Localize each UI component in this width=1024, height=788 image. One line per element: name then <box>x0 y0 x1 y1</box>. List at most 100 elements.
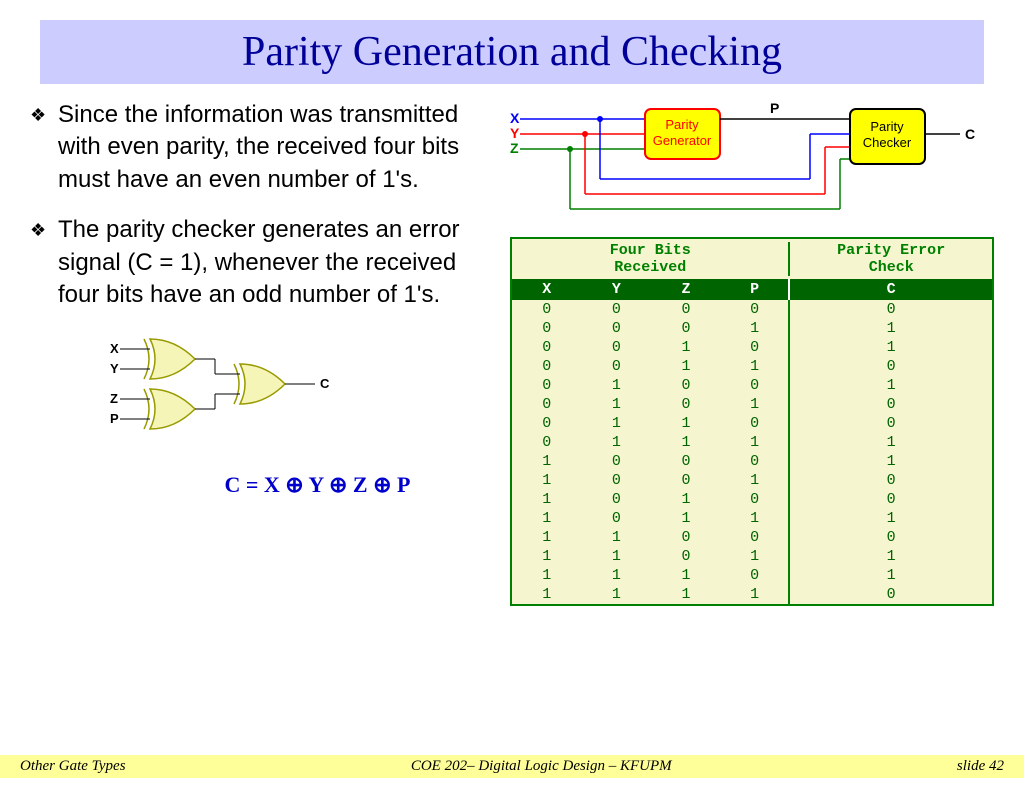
tt-cell: 1 <box>651 566 721 585</box>
footer-right: slide 42 <box>957 758 1004 775</box>
svg-text:Parity: Parity <box>870 119 904 134</box>
tt-cell: 0 <box>582 357 652 376</box>
tt-cell: 1 <box>582 414 652 433</box>
tt-cell: 0 <box>582 300 652 319</box>
tt-cell: 1 <box>721 433 791 452</box>
svg-text:P: P <box>770 100 779 116</box>
tt-cell: 0 <box>651 300 721 319</box>
tt-cell: 0 <box>721 376 791 395</box>
tt-header-right: Parity ErrorCheck <box>790 242 992 276</box>
tt-cell: 1 <box>721 585 791 604</box>
tt-cell: 0 <box>651 547 721 566</box>
tt-cell: 0 <box>582 319 652 338</box>
tt-cell: 1 <box>582 395 652 414</box>
table-row: 01111 <box>512 433 992 452</box>
tt-col-x: X <box>512 279 582 300</box>
tt-cell: 1 <box>512 509 582 528</box>
tt-cell: 1 <box>790 338 992 357</box>
left-column: ❖ Since the information was transmitted … <box>30 99 510 606</box>
table-row: 10100 <box>512 490 992 509</box>
svg-text:P: P <box>110 411 119 426</box>
right-column: X Y Z Parity Generator P <box>510 99 994 606</box>
table-row: 11000 <box>512 528 992 547</box>
tt-header-group: Four BitsReceived Parity ErrorCheck <box>512 239 992 279</box>
bullet-icon: ❖ <box>30 214 58 311</box>
tt-cell: 1 <box>721 395 791 414</box>
tt-cell: 0 <box>512 319 582 338</box>
tt-cell: 0 <box>582 338 652 357</box>
tt-cell: 1 <box>582 376 652 395</box>
tt-cell: 0 <box>790 585 992 604</box>
tt-col-z: Z <box>651 279 721 300</box>
svg-text:Generator: Generator <box>653 133 712 148</box>
tt-cell: 0 <box>512 300 582 319</box>
tt-cell: 0 <box>582 509 652 528</box>
tt-cell: 1 <box>582 433 652 452</box>
tt-cell: 1 <box>582 566 652 585</box>
tt-cell: 1 <box>651 338 721 357</box>
tt-header-left-line: Four BitsReceived <box>512 242 788 276</box>
svg-text:C: C <box>320 376 330 391</box>
svg-text:X: X <box>510 110 520 126</box>
tt-cell: 0 <box>721 300 791 319</box>
tt-cell: 0 <box>512 433 582 452</box>
tt-cell: 0 <box>721 528 791 547</box>
tt-cell: 1 <box>651 414 721 433</box>
footer-bar: Other Gate Types COE 202– Digital Logic … <box>0 755 1024 778</box>
svg-text:C: C <box>965 126 975 142</box>
tt-cell: 0 <box>790 300 992 319</box>
tt-col-y: Y <box>582 279 652 300</box>
table-row: 01100 <box>512 414 992 433</box>
bullet-1: ❖ Since the information was transmitted … <box>30 99 495 196</box>
tt-cell: 0 <box>790 357 992 376</box>
svg-text:Z: Z <box>110 391 118 406</box>
tt-cell: 0 <box>512 338 582 357</box>
tt-cell: 0 <box>512 395 582 414</box>
tt-cell: 0 <box>512 357 582 376</box>
table-row: 11101 <box>512 566 992 585</box>
bullet-2: ❖ The parity checker generates an error … <box>30 214 495 311</box>
table-row: 11110 <box>512 585 992 604</box>
tt-cell: 1 <box>790 376 992 395</box>
tt-cell: 0 <box>721 490 791 509</box>
xor-gate-diagram: X Y Z P C C = X ⊕ Y ⊕ Z ⊕ P <box>100 329 495 498</box>
tt-cell: 0 <box>790 414 992 433</box>
tt-cell: 1 <box>790 509 992 528</box>
tt-header-left: Four BitsReceived <box>512 242 790 276</box>
tt-cell: 1 <box>512 528 582 547</box>
tt-cell: 0 <box>790 490 992 509</box>
tt-cell: 1 <box>721 547 791 566</box>
tt-cell: 0 <box>651 528 721 547</box>
tt-header-right-line: Parity ErrorCheck <box>790 242 992 276</box>
table-row: 10001 <box>512 452 992 471</box>
tt-cell: 1 <box>582 547 652 566</box>
tt-cell: 1 <box>790 319 992 338</box>
svg-text:Y: Y <box>110 361 119 376</box>
tt-cell: 1 <box>582 528 652 547</box>
content-area: ❖ Since the information was transmitted … <box>0 94 1024 611</box>
tt-cell: 0 <box>651 471 721 490</box>
bullet-1-text: Since the information was transmitted wi… <box>58 99 495 196</box>
tt-cell: 1 <box>651 357 721 376</box>
footer-center: COE 202– Digital Logic Design – KFUPM <box>411 758 672 775</box>
table-row: 01010 <box>512 395 992 414</box>
tt-cell: 1 <box>582 585 652 604</box>
xor-equation: C = X ⊕ Y ⊕ Z ⊕ P <box>140 472 495 498</box>
tt-cell: 1 <box>512 452 582 471</box>
tt-cell: 0 <box>721 566 791 585</box>
tt-cell: 0 <box>512 376 582 395</box>
tt-cell: 0 <box>721 452 791 471</box>
block-diagram: X Y Z Parity Generator P <box>510 99 994 229</box>
tt-cell: 0 <box>651 395 721 414</box>
title-bar: Parity Generation and Checking <box>40 20 984 84</box>
tt-cell: 1 <box>512 585 582 604</box>
tt-cell: 1 <box>651 585 721 604</box>
table-row: 00101 <box>512 338 992 357</box>
tt-cell: 1 <box>651 433 721 452</box>
tt-column-headers: X Y Z P C <box>512 279 992 300</box>
tt-cell: 0 <box>582 471 652 490</box>
svg-text:X: X <box>110 341 119 356</box>
tt-cell: 0 <box>651 319 721 338</box>
bullet-2-text: The parity checker generates an error si… <box>58 214 495 311</box>
tt-cell: 0 <box>651 452 721 471</box>
